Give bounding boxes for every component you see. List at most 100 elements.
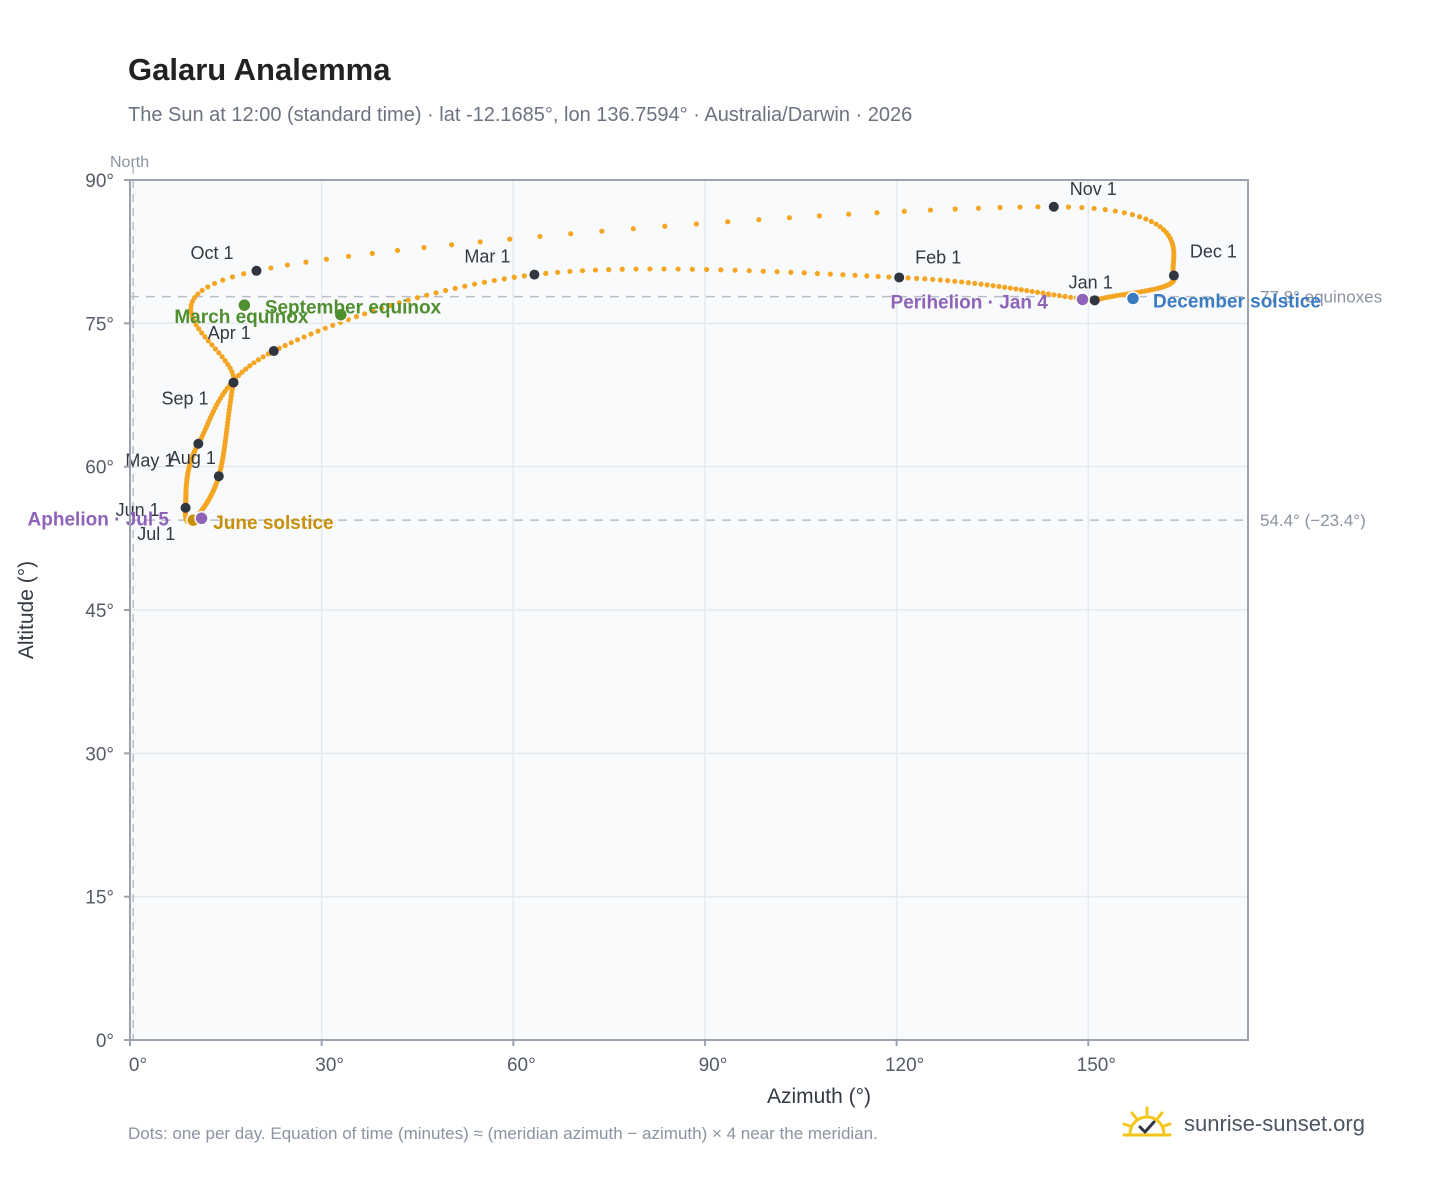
daily-position-dot (937, 277, 943, 283)
daily-position-dot (301, 334, 307, 340)
month-label-apr-1: Apr 1 (208, 323, 251, 343)
daily-position-dot (192, 295, 198, 301)
daily-position-dot (978, 281, 984, 287)
daily-position-dot (260, 354, 266, 360)
month-marker-nov-1 (1048, 201, 1059, 212)
month-marker-dec-1 (1168, 270, 1179, 281)
daily-position-dot (852, 272, 858, 278)
daily-position-dot (984, 282, 990, 288)
daily-position-dot (905, 275, 911, 281)
month-marker-aug-1 (213, 471, 224, 482)
month-marker-mar-1 (529, 269, 540, 280)
month-marker-jun-1 (180, 502, 191, 513)
daily-position-dot (219, 354, 225, 360)
daily-position-dot (746, 268, 752, 274)
daily-position-dot (188, 310, 194, 316)
daily-position-dot (703, 266, 710, 273)
daily-position-dot (193, 322, 199, 328)
month-label-aug-1: Aug 1 (169, 448, 216, 468)
daily-position-dot (913, 275, 920, 281)
daily-position-dot (1112, 208, 1118, 214)
footnote: Dots: one per day. Equation of time (min… (128, 1124, 878, 1143)
daily-position-dot (630, 226, 636, 232)
daily-position-dot (414, 295, 421, 301)
daily-position-dot (814, 270, 821, 277)
daily-position-dot (369, 250, 375, 256)
event-label-march-equinox: March equinox (174, 307, 309, 328)
event-marker-aphelion-jul-5 (194, 511, 209, 526)
x-tick-label: 120° (885, 1055, 924, 1076)
daily-position-dot (284, 262, 290, 268)
daily-position-dot (732, 267, 738, 273)
daily-position-dot (725, 219, 731, 225)
x-tick-label: 30° (315, 1055, 344, 1076)
daily-position-dot (756, 217, 762, 223)
daily-position-dot (189, 314, 195, 320)
month-marker-feb-1 (894, 272, 905, 283)
daily-position-dot (864, 273, 870, 279)
daily-position-dot (816, 213, 823, 219)
y-tick-label: 0° (96, 1031, 114, 1052)
daily-position-dot (247, 363, 253, 369)
daily-position-dot (449, 242, 455, 248)
daily-position-dot (1157, 224, 1163, 230)
daily-position-dot (255, 357, 262, 363)
daily-position-dot (421, 244, 427, 251)
daily-position-dot (788, 269, 794, 275)
daily-position-dot (1129, 212, 1136, 218)
y-tick-label: 90° (85, 171, 114, 192)
event-label-september-equinox: September equinox (265, 298, 442, 319)
daily-position-dot (1024, 288, 1030, 294)
daily-position-dot (199, 287, 205, 293)
x-tick-label: 0° (129, 1055, 147, 1076)
daily-position-dot (521, 273, 527, 279)
daily-position-dot (501, 276, 507, 282)
daily-position-dot (599, 228, 605, 234)
daily-position-dot (1002, 284, 1008, 290)
daily-position-dot (507, 236, 513, 242)
month-label-mar-1: Mar 1 (464, 247, 510, 267)
daily-position-dot (568, 231, 574, 237)
y-tick-label: 15° (85, 888, 114, 909)
y-tick-label: 30° (85, 744, 114, 765)
event-marker-perihelion-jan-4 (1075, 292, 1090, 307)
daily-position-dot (396, 300, 402, 306)
daily-position-dot (491, 277, 497, 284)
daily-position-dot (975, 205, 982, 211)
daily-position-dot (1034, 289, 1041, 295)
daily-position-dot (236, 372, 242, 378)
daily-position-dot (288, 340, 294, 346)
event-marker-december-solstice (1125, 291, 1141, 306)
daily-position-dot (202, 334, 208, 340)
daily-position-dot (471, 281, 478, 287)
daily-position-dot (689, 266, 695, 272)
daily-position-dot (972, 280, 978, 286)
daily-position-dot (1121, 210, 1127, 216)
daily-position-dot (1013, 286, 1019, 292)
month-marker-may-1 (193, 438, 204, 449)
month-label-oct-1: Oct 1 (190, 243, 233, 263)
daily-position-dot (199, 330, 205, 336)
x-axis-title: Azimuth (°) (767, 1085, 871, 1108)
daily-position-dot (442, 287, 449, 294)
daily-position-dot (647, 266, 653, 272)
daily-position-dot (997, 204, 1003, 211)
daily-position-dot (555, 269, 561, 275)
daily-position-dot (189, 298, 196, 304)
month-label-nov-1: Nov 1 (1070, 179, 1117, 199)
daily-position-dot (216, 350, 222, 356)
daily-position-dot (1136, 214, 1143, 220)
daily-position-dot (405, 297, 411, 303)
daily-position-dot (220, 277, 226, 283)
daily-position-dot (205, 284, 211, 290)
daily-position-dot (922, 276, 928, 282)
daily-position-dot (294, 337, 301, 343)
daily-position-dot (990, 283, 996, 289)
month-label-feb-1: Feb 1 (915, 247, 961, 267)
daily-position-dot (846, 211, 852, 217)
daily-position-dot (282, 342, 288, 349)
daily-position-dot (251, 360, 257, 366)
daily-position-dot (606, 267, 612, 273)
brand-logo[interactable]: sunrise-sunset.org (1120, 1102, 1365, 1146)
daily-position-dot (661, 266, 667, 272)
